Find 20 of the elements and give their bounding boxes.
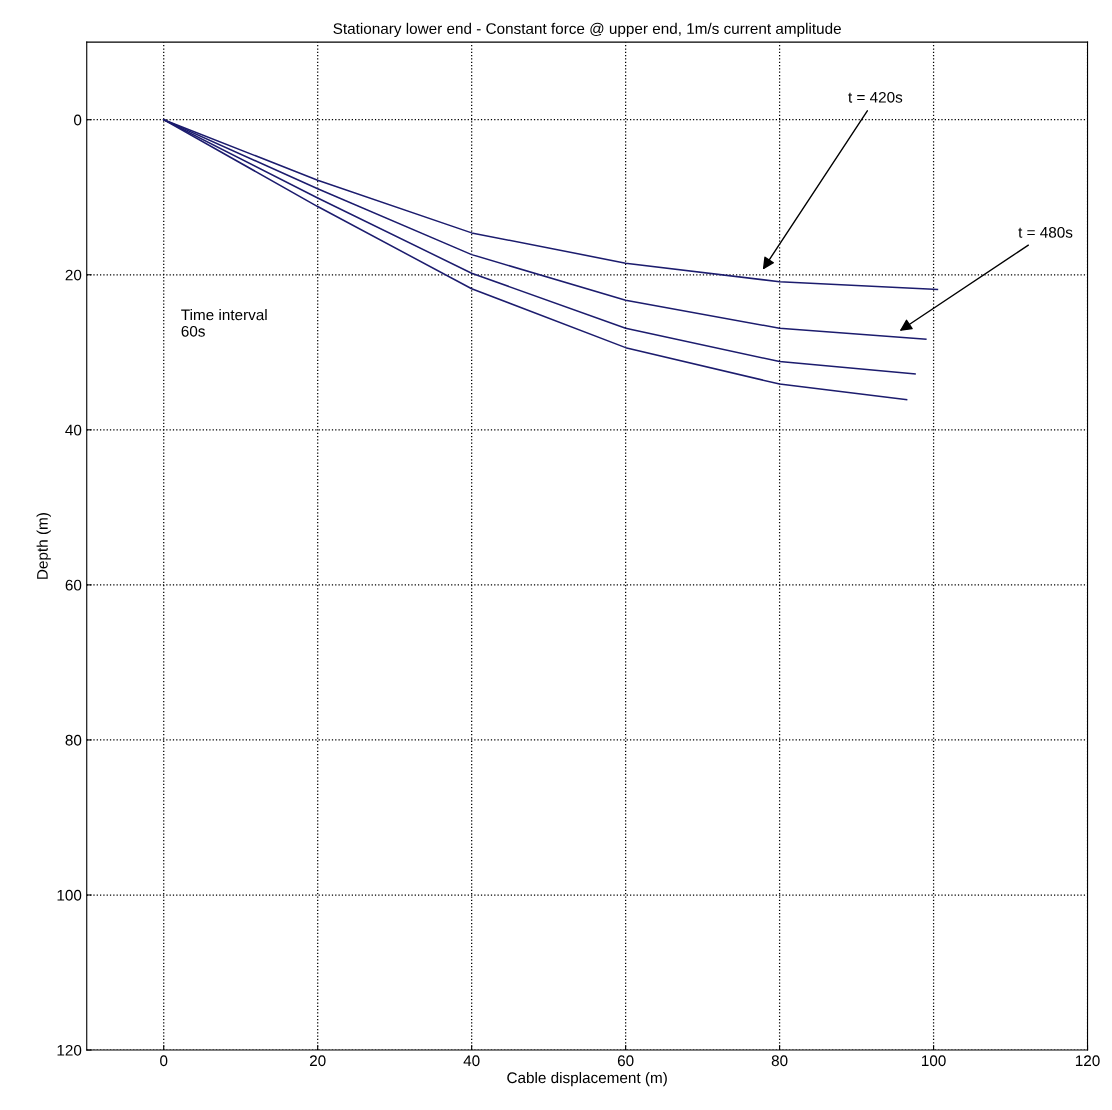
annotation: Time interval 60s <box>181 309 267 337</box>
y-tick-label: 20 <box>65 269 82 281</box>
x-tick-label: 60 <box>617 1055 634 1067</box>
annotation: t = 420s <box>848 91 903 103</box>
x-tick-label: 120 <box>1075 1055 1100 1067</box>
x-axis-title: Cable displacement (m) <box>507 1071 667 1087</box>
y-tick-label: 80 <box>65 734 82 746</box>
x-tick-label: 20 <box>309 1055 326 1067</box>
y-tick-label: 60 <box>65 579 82 591</box>
annotation: t = 480s <box>1018 226 1073 238</box>
y-tick-label: 40 <box>65 424 82 436</box>
y-tick-label: 100 <box>57 889 82 901</box>
y-tick-label: 0 <box>73 114 82 126</box>
x-tick-label: 100 <box>921 1055 946 1067</box>
y-tick-label: 120 <box>57 1044 82 1056</box>
x-tick-label: 80 <box>771 1055 788 1067</box>
x-tick-label: 40 <box>463 1055 480 1067</box>
y-axis-title: Depth (m) <box>36 513 51 579</box>
x-tick-label: 0 <box>160 1055 168 1067</box>
chart-title: Stationary lower end - Constant force @ upper end, 1m/s current amplitude <box>333 22 841 38</box>
